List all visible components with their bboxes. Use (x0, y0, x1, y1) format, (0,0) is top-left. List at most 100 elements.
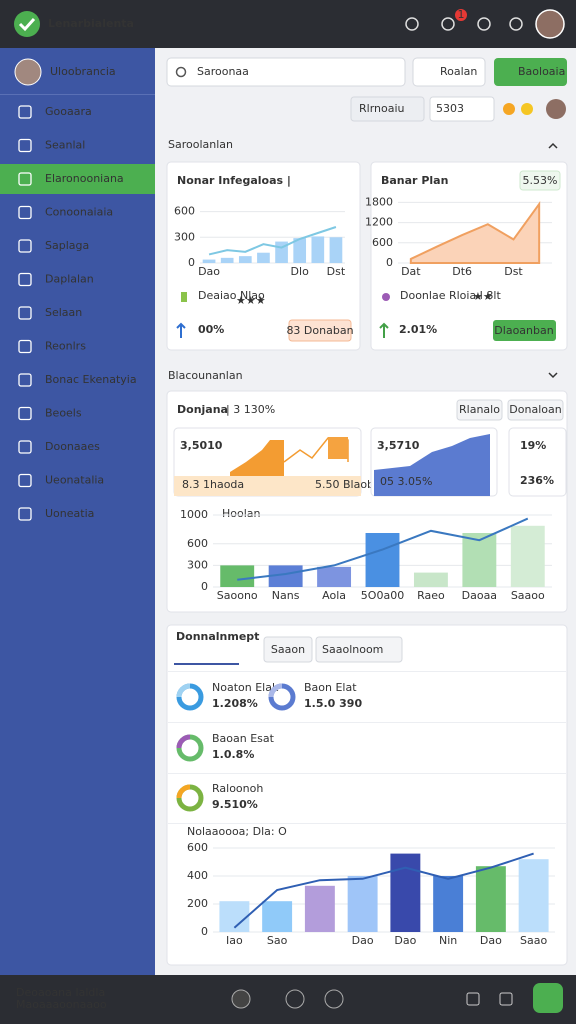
bar (347, 876, 378, 932)
x-tick-label: Saoono (217, 589, 258, 602)
footer-icon[interactable] (231, 989, 251, 1009)
chart-title: Hoolan (222, 507, 261, 520)
button-label: Roalan (440, 65, 477, 78)
arrow-up (176, 322, 186, 338)
badge-text: 5.53% (523, 174, 558, 187)
button[interactable] (493, 320, 556, 341)
nav-item[interactable]: Bonac Ekenatyia (45, 373, 137, 386)
donut-segment (176, 683, 191, 698)
section-title: Blacounanlan (168, 369, 243, 382)
bar (329, 237, 343, 263)
badge-count: 1 (458, 8, 465, 21)
y-tick-label: 1000 (180, 508, 208, 521)
y-tick-label: 200 (187, 897, 208, 910)
nav-item[interactable]: Gooaara (45, 105, 92, 118)
row-label: Noaton Elak (212, 681, 279, 694)
nav-item[interactable]: Selaan (45, 306, 82, 319)
row-label: Baon Elat (304, 681, 357, 694)
filter-select[interactable] (350, 96, 425, 122)
x-tick-label: Dlo (291, 265, 310, 278)
nav-icon (18, 205, 32, 220)
avatar[interactable] (535, 9, 565, 39)
button[interactable] (412, 57, 486, 87)
x-tick-label: Dst (504, 265, 523, 278)
y-tick-label: 600 (372, 236, 393, 249)
line (237, 517, 529, 581)
bar (238, 256, 252, 263)
dropdown-label: Saaolnoom (322, 643, 383, 656)
nav-item[interactable]: Saplaga (45, 239, 89, 252)
tile-right: 5.50 Blaob (315, 478, 374, 491)
bar (220, 257, 234, 263)
y-tick-label: 0 (188, 256, 195, 269)
fab[interactable] (533, 983, 563, 1013)
button[interactable] (456, 399, 503, 421)
tile-value: 3,5010 (180, 439, 223, 452)
user-avatar (14, 58, 42, 86)
nav-icon (18, 440, 32, 454)
nav-item[interactable]: Doonaaes (45, 440, 100, 453)
primary-label: Baoloaia (518, 65, 565, 78)
tile-graph (374, 434, 490, 496)
nav-icon (18, 406, 32, 421)
row-value: 1.208% (212, 697, 258, 710)
footer-icon[interactable] (499, 992, 513, 1006)
tile-value: 3,5710 (377, 439, 420, 452)
y-tick-label: 0 (386, 256, 393, 269)
top-icon[interactable] (405, 17, 419, 31)
line (233, 852, 534, 929)
y-tick-label: 1800 (365, 195, 393, 208)
collapse-icon[interactable] (548, 372, 558, 379)
nav-item[interactable]: Beoels (45, 407, 82, 420)
nav-item[interactable]: Elaronooniana (45, 172, 124, 185)
legend-text: Doonlae Rloia I 8lt (400, 289, 501, 302)
search-box (166, 57, 406, 87)
bar (518, 859, 549, 932)
footer-icon[interactable] (324, 989, 344, 1009)
user-name: Uloobrancia (50, 65, 116, 78)
y-tick-label: 0 (201, 580, 208, 593)
nav-icon (18, 339, 32, 354)
collapse-icon[interactable] (548, 142, 558, 149)
bar (202, 259, 216, 263)
primary-button[interactable] (494, 58, 567, 86)
row-label: Raloonoh (212, 782, 263, 795)
footer-icon[interactable] (285, 989, 305, 1009)
x-tick-label: Dt6 (452, 265, 472, 278)
button[interactable] (288, 319, 352, 342)
row-label: Baoan Esat (212, 732, 275, 745)
nav-icon (18, 172, 32, 186)
stat: 00% (198, 323, 224, 336)
nav-item[interactable]: Seanlal (45, 139, 85, 152)
nav-item[interactable]: Conoonaiaia (45, 206, 113, 219)
tab-underline (174, 663, 239, 665)
footer-icon[interactable] (466, 992, 480, 1006)
bar (475, 866, 506, 932)
top-icon[interactable] (509, 17, 523, 31)
top-icon[interactable] (441, 17, 455, 31)
nav-item[interactable]: Reonlrs (45, 340, 86, 353)
value-text: 5303 (436, 102, 464, 115)
bar (257, 252, 270, 263)
x-tick-label: Dao (198, 265, 220, 278)
top-icon[interactable] (477, 17, 491, 31)
button[interactable] (263, 636, 313, 663)
dropdown[interactable] (315, 636, 403, 663)
button[interactable] (507, 399, 564, 421)
y-tick-label: 600 (174, 205, 195, 218)
nav-icon (18, 272, 32, 287)
footer-text: Maoaaaoonaaoo (16, 998, 107, 1011)
nav-item[interactable]: Daplalan (45, 273, 94, 286)
filter-label: Rlrnoaiu (359, 102, 405, 115)
value-box (429, 96, 495, 122)
nav-item[interactable]: Ueonatalia (45, 474, 104, 487)
x-tick-label: Dao (480, 934, 502, 947)
avatar-small (546, 99, 566, 119)
button-label: Rlanalo (459, 403, 500, 416)
emoji (503, 103, 515, 115)
area (409, 200, 541, 264)
footer-text: Deoaoana Ialdla (16, 986, 105, 999)
card (508, 427, 567, 497)
nav-item[interactable]: Uoneatia (45, 507, 94, 520)
